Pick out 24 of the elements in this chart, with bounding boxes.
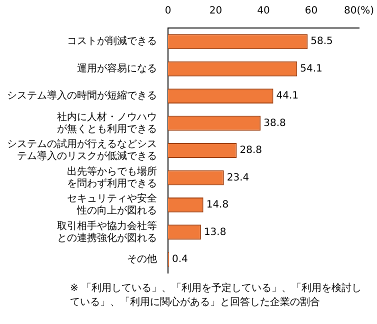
y-tick-label: その他	[127, 252, 157, 265]
data-label: 38.8	[264, 118, 286, 129]
y-tick-label: システム導入の時間が短縮できる	[7, 90, 157, 102]
data-label: 23.4	[226, 172, 250, 184]
data-label: 58.5	[310, 36, 333, 48]
y-tick-label: 出先等からでも場所を問わず利用できる	[67, 165, 157, 190]
y-tick-label: 取引相手や協力会社等との連携強化が図れる	[57, 220, 157, 244]
data-label: 28.8	[240, 145, 262, 156]
data-label: 54.1	[300, 63, 322, 74]
data-label: 14.8	[206, 200, 229, 211]
data-label: 0.4	[172, 254, 188, 265]
y-tick-label: セキュリティや安全性の向上が図れる	[67, 192, 157, 217]
y-tick-label: 運用が容易になる	[77, 62, 157, 74]
y-tick-label: コストが削減できる	[67, 35, 157, 48]
x-tick-label: 60	[304, 6, 318, 17]
text: ※ 「利用している」、「利用を予定している」、「利用を検討している」、「利用に関心がある」と回答した企業の割合	[70, 282, 363, 310]
x-tick-label: 0	[164, 6, 172, 17]
x-tick-label: 20	[209, 6, 222, 17]
data-label: 13.8	[204, 226, 226, 238]
y-tick-label: システムの試用が行えるなどシステム導入のリスクが低減できる	[7, 138, 157, 162]
y-tick-label: 社内に人材・ノウハウが無くとも利用できる	[57, 110, 157, 135]
data-label: 44.1	[276, 90, 299, 102]
x-tick-label: 40	[257, 6, 270, 17]
x-tick-label: 80(%)	[344, 6, 374, 17]
